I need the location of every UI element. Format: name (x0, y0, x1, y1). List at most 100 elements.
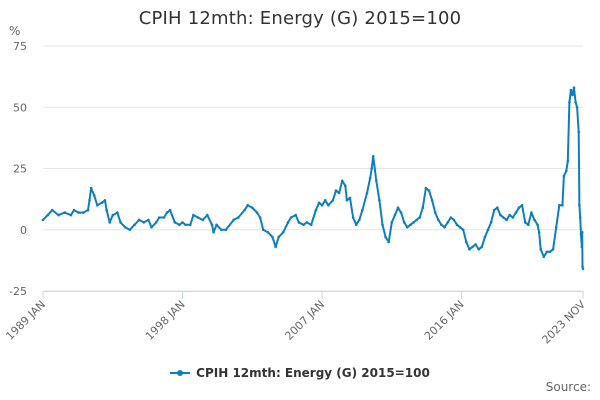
data-point[interactable] (511, 216, 515, 219)
data-point[interactable] (566, 159, 570, 163)
data-point[interactable] (63, 211, 66, 214)
data-point[interactable] (399, 211, 403, 214)
data-point[interactable] (533, 218, 536, 222)
data-point[interactable] (119, 221, 122, 224)
data-point[interactable] (327, 204, 330, 207)
data-point[interactable] (128, 228, 132, 232)
data-point[interactable] (96, 204, 99, 207)
data-point[interactable] (474, 243, 477, 246)
data-point[interactable] (452, 218, 456, 222)
data-point[interactable] (477, 248, 481, 251)
data-point[interactable] (502, 216, 505, 219)
data-point[interactable] (471, 245, 474, 249)
data-point[interactable] (100, 201, 104, 205)
data-point[interactable] (440, 223, 443, 227)
data-point[interactable] (565, 169, 568, 173)
data-point[interactable] (492, 208, 496, 212)
data-point[interactable] (449, 216, 453, 219)
data-point[interactable] (517, 206, 521, 209)
data-point[interactable] (433, 211, 437, 214)
data-point[interactable] (173, 221, 177, 224)
data-point[interactable] (210, 223, 214, 227)
data-point[interactable] (86, 208, 90, 212)
data-point[interactable] (468, 248, 471, 251)
data-point[interactable] (294, 213, 298, 217)
data-point[interactable] (446, 221, 450, 224)
data-point[interactable] (381, 223, 384, 227)
data-point[interactable] (418, 216, 422, 219)
data-point[interactable] (412, 221, 415, 224)
data-point[interactable] (537, 230, 541, 234)
data-point[interactable] (305, 221, 308, 224)
data-point[interactable] (232, 218, 235, 222)
data-point[interactable] (51, 208, 54, 212)
data-point[interactable] (406, 226, 409, 229)
data-point[interactable] (348, 196, 352, 200)
data-point[interactable] (289, 216, 293, 219)
data-point[interactable] (574, 101, 577, 104)
data-point[interactable] (530, 211, 533, 214)
data-point[interactable] (575, 106, 579, 109)
data-point[interactable] (165, 211, 169, 214)
data-point[interactable] (201, 218, 204, 222)
data-point[interactable] (489, 221, 493, 224)
data-point[interactable] (154, 221, 158, 224)
data-point[interactable] (496, 206, 499, 209)
data-point[interactable] (137, 218, 141, 222)
data-point[interactable] (57, 213, 60, 217)
data-point[interactable] (402, 221, 406, 224)
data-point[interactable] (415, 218, 418, 222)
data-point[interactable] (251, 206, 254, 209)
data-point[interactable] (430, 199, 434, 202)
data-point[interactable] (88, 199, 91, 202)
data-point[interactable] (554, 226, 558, 229)
data-point[interactable] (427, 189, 431, 192)
data-point[interactable] (196, 216, 200, 219)
data-point[interactable] (340, 179, 344, 183)
data-point[interactable] (116, 211, 119, 214)
data-point[interactable] (92, 194, 96, 197)
data-point[interactable] (105, 208, 108, 212)
data-point[interactable] (344, 184, 347, 187)
data-point[interactable] (461, 228, 465, 232)
data-point[interactable] (558, 204, 561, 207)
data-point[interactable] (548, 250, 552, 254)
data-point[interactable] (578, 216, 582, 219)
data-point[interactable] (505, 218, 508, 222)
data-point[interactable] (370, 167, 374, 170)
data-point[interactable] (539, 248, 542, 251)
data-point[interactable] (455, 223, 459, 227)
data-point[interactable] (282, 230, 285, 234)
data-point[interactable] (189, 223, 192, 227)
data-point[interactable] (375, 179, 378, 183)
data-point[interactable] (133, 223, 136, 227)
data-point[interactable] (387, 240, 391, 244)
data-point[interactable] (224, 228, 228, 232)
data-point[interactable] (181, 221, 184, 224)
data-point[interactable] (579, 233, 583, 236)
data-point[interactable] (178, 223, 181, 227)
data-point[interactable] (568, 101, 571, 104)
data-point[interactable] (237, 216, 240, 219)
data-point[interactable] (147, 218, 150, 222)
data-point[interactable] (123, 226, 127, 229)
data-point[interactable] (331, 199, 335, 202)
data-point[interactable] (274, 245, 277, 249)
data-point[interactable] (580, 245, 584, 249)
data-point[interactable] (317, 201, 321, 205)
data-point[interactable] (536, 223, 539, 227)
data-point[interactable] (108, 221, 111, 224)
data-point[interactable] (255, 211, 259, 214)
data-point[interactable] (206, 213, 209, 217)
data-point[interactable] (508, 213, 512, 217)
data-point[interactable] (514, 211, 518, 214)
data-point[interactable] (41, 218, 45, 222)
data-point[interactable] (483, 235, 487, 239)
data-point[interactable] (271, 235, 274, 239)
data-point[interactable] (384, 235, 387, 239)
data-point[interactable] (89, 186, 93, 190)
data-point[interactable] (520, 204, 524, 207)
data-point[interactable] (69, 213, 73, 217)
data-point[interactable] (192, 213, 195, 217)
data-point[interactable] (334, 189, 338, 192)
